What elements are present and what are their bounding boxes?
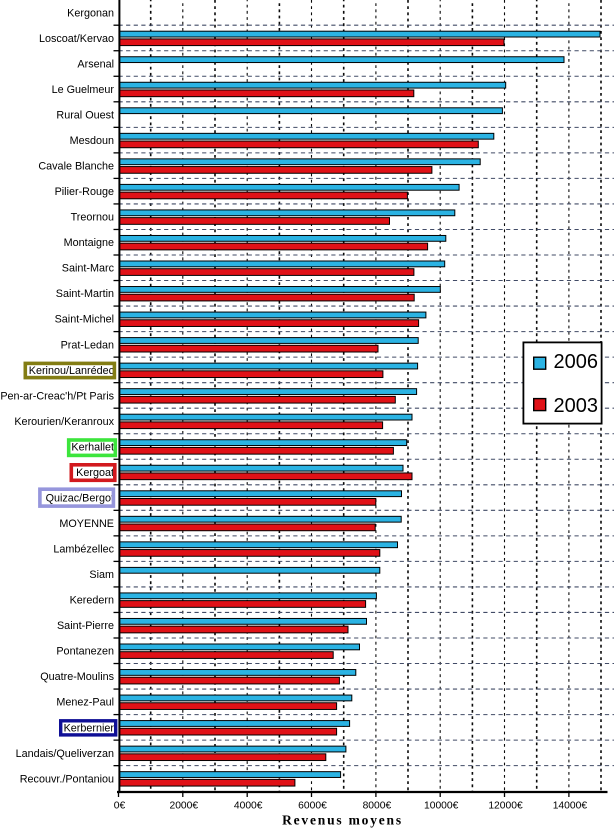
svg-text:2006: 2006 [554,351,599,373]
svg-text:Kerinou/Lanrédec: Kerinou/Lanrédec [29,365,115,377]
svg-text:Saint-Marc: Saint-Marc [62,263,115,275]
svg-text:Keredern: Keredern [70,595,114,607]
svg-text:MOYENNE: MOYENNE [59,518,114,530]
svg-text:Saint-Michel: Saint-Michel [55,314,114,326]
svg-text:10000€: 10000€ [424,800,459,811]
svg-text:Le Guelmeur: Le Guelmeur [52,84,115,96]
svg-text:Arsenal: Arsenal [77,58,114,70]
svg-text:Lambézellec: Lambézellec [53,544,114,556]
svg-text:Pontanezen: Pontanezen [56,646,114,658]
svg-text:Quatre-Moulins: Quatre-Moulins [40,671,114,683]
svg-text:Prat-Ledan: Prat-Ledan [61,339,114,351]
svg-text:Landais/Queliverzan: Landais/Queliverzan [16,748,114,760]
svg-text:6000€: 6000€ [298,800,327,811]
svg-text:Montaigne: Montaigne [64,237,114,249]
svg-text:Kerhallet: Kerhallet [71,441,114,453]
svg-text:Saint-Martin: Saint-Martin [56,288,114,300]
svg-text:Cavale Blanche: Cavale Blanche [38,161,114,173]
svg-text:Kerbernier: Kerbernier [64,722,115,734]
svg-text:Quizac/Bergot: Quizac/Bergot [46,492,114,504]
svg-text:Treornou: Treornou [71,212,114,224]
svg-text:Siam: Siam [89,569,114,581]
svg-text:Kergoat: Kergoat [76,467,114,479]
svg-text:Recouvr./Pontaniou: Recouvr./Pontaniou [20,773,114,785]
svg-text:14000€: 14000€ [553,800,588,811]
svg-text:Menez-Paul: Menez-Paul [56,697,114,709]
svg-text:Kergonan: Kergonan [67,7,114,19]
svg-text:Pen-ar-Creac'h/Pt Paris: Pen-ar-Creac'h/Pt Paris [0,390,114,402]
svg-text:Rural Ouest: Rural Ouest [56,109,114,121]
svg-text:12000€: 12000€ [488,800,523,811]
svg-text:4000€: 4000€ [234,800,263,811]
svg-text:8000€: 8000€ [363,800,392,811]
svg-text:Pilier-Rouge: Pilier-Rouge [55,186,114,198]
svg-text:2000€: 2000€ [169,800,198,811]
svg-text:Loscoat/Kervao: Loscoat/Kervao [39,33,114,45]
svg-text:Saint-Pierre: Saint-Pierre [57,620,114,632]
svg-text:2003: 2003 [554,395,599,417]
svg-text:0€: 0€ [114,800,126,811]
svg-text:Kerourien/Keranroux: Kerourien/Keranroux [14,416,114,428]
svg-text:Revenus moyens: Revenus moyens [282,812,403,827]
svg-text:Mesdoun: Mesdoun [70,135,114,147]
